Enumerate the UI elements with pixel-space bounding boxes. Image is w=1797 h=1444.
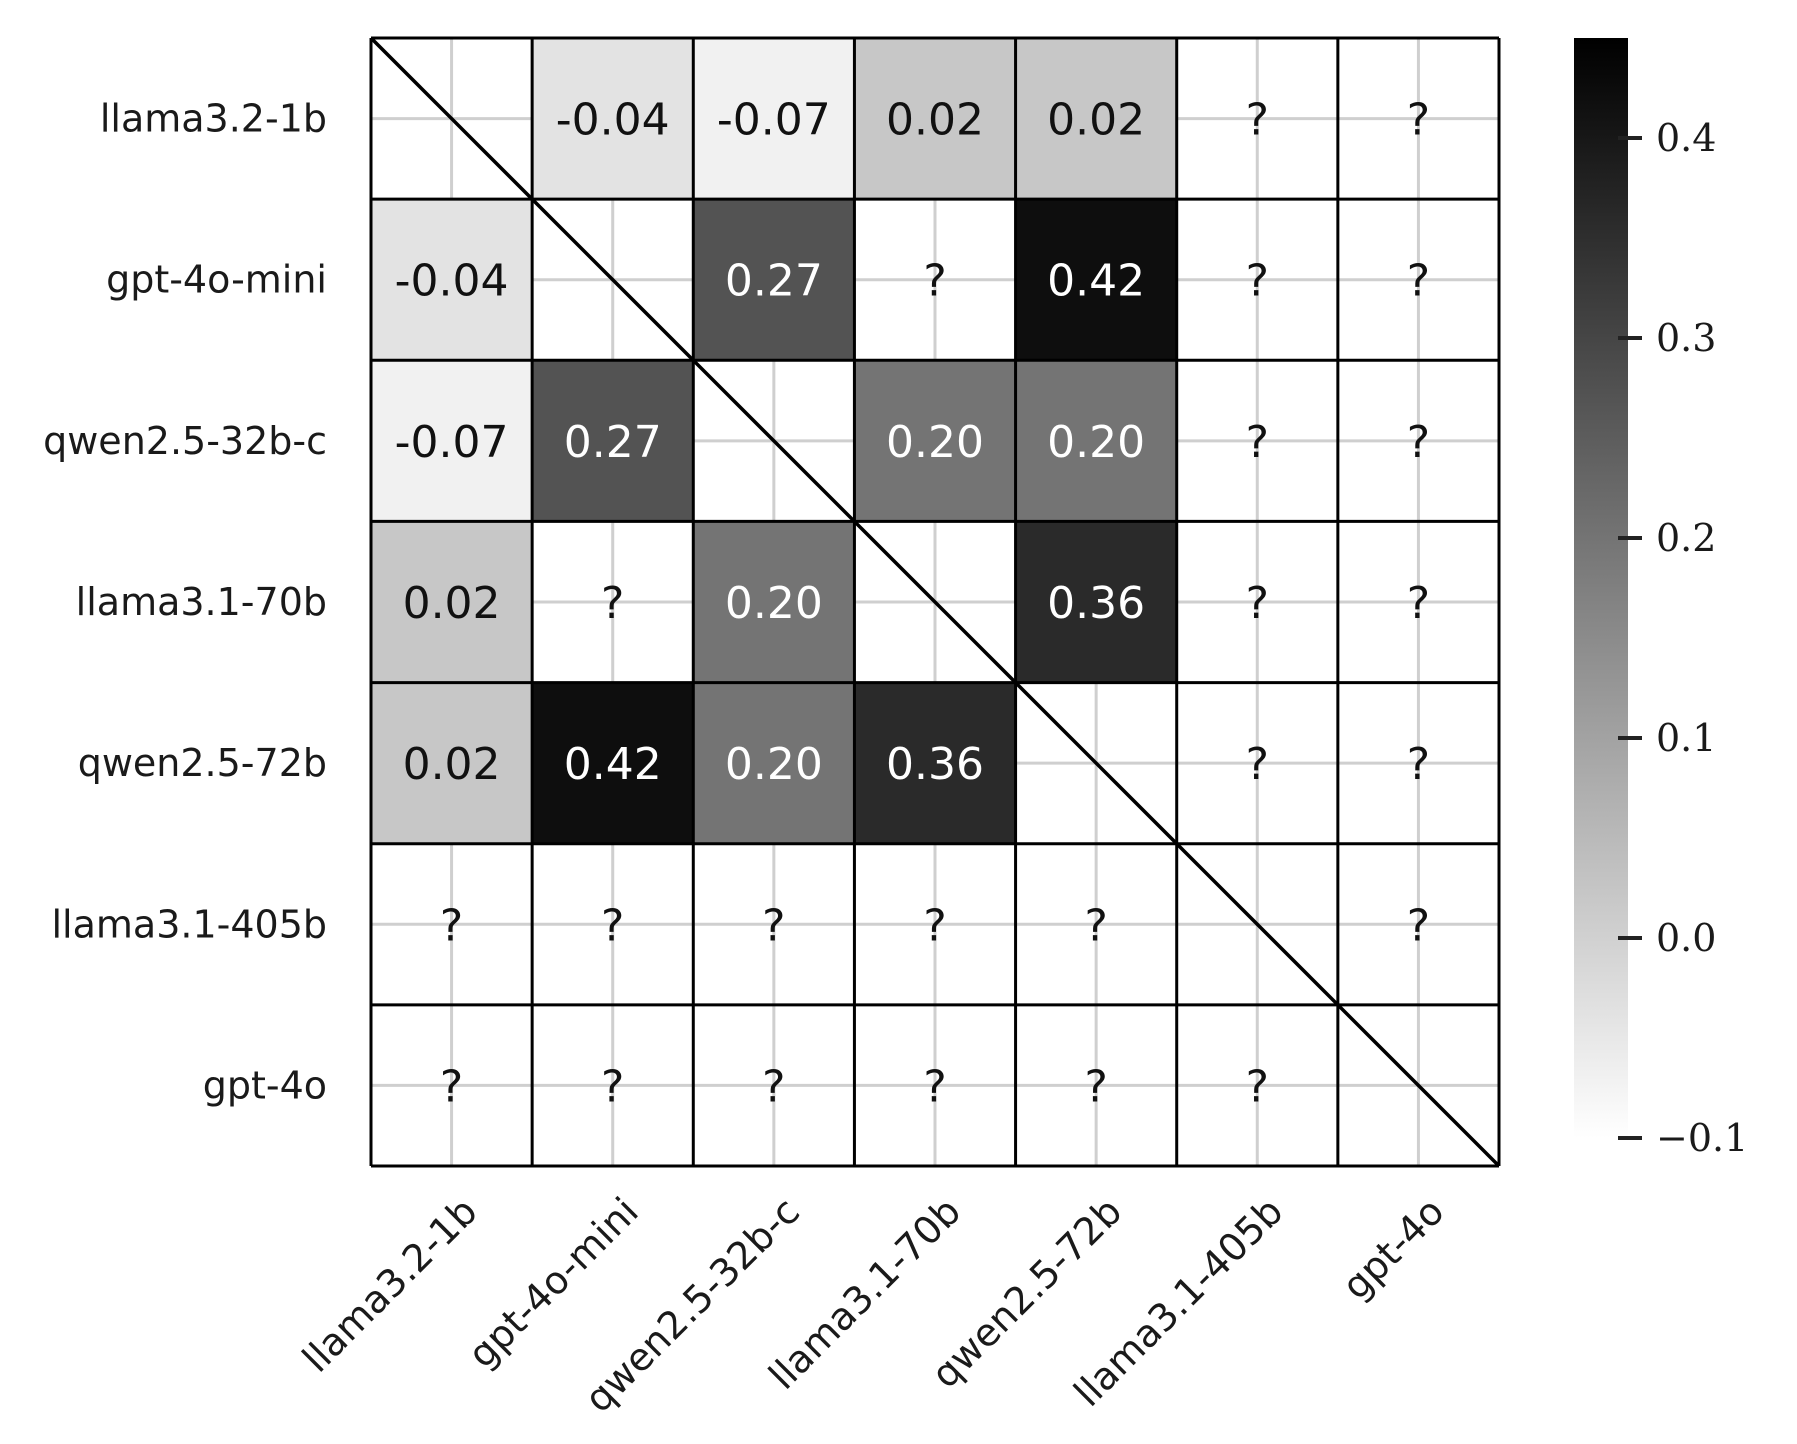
heatmap-cell-fill [371, 199, 533, 361]
cell-value-label: -0.07 [395, 417, 509, 468]
cell-value-label: -0.04 [395, 256, 509, 307]
cell-unknown-label: ? [1407, 900, 1430, 951]
heatmap-cell-fill [854, 360, 1016, 522]
y-tick-label: llama3.1-405b [52, 902, 328, 946]
colorbar-gradient [1574, 38, 1628, 1138]
x-tick-label: llama3.2-1b [294, 1189, 486, 1381]
cell-unknown-label: ? [1084, 900, 1107, 951]
colorbar-tick-label: 0.0 [1656, 916, 1716, 960]
cell-value-label: 0.02 [886, 95, 984, 146]
cell-value-label: 0.36 [1047, 578, 1145, 629]
heatmap-cell-fill [1015, 38, 1177, 200]
cell-value-label: 0.42 [564, 739, 662, 790]
y-axis-tick-labels: llama3.2-1b gpt-4o-mini qwen2.5-32b-c llama… [43, 97, 327, 1108]
background-gridlines [371, 38, 1499, 1166]
colorbar: −0.1 0.0 0.1 0.2 0.3 0.4 [1574, 38, 1748, 1160]
cell-unknown-label: ? [1407, 95, 1430, 146]
cell-value-label: -0.07 [717, 95, 831, 146]
cell-unknown-label: ? [1246, 1061, 1269, 1112]
cell-value-label: 0.27 [725, 256, 823, 307]
heatmap-cell-fill [371, 521, 533, 683]
cell-unknown-label: ? [1084, 1061, 1107, 1112]
cell-value-label: 0.36 [886, 739, 984, 790]
cell-unknown-label: ? [1407, 256, 1430, 307]
cell-unknown-label: ? [1407, 739, 1430, 790]
cell-unknown-label: ? [1246, 739, 1269, 790]
heatmap-cell-fill [532, 360, 694, 522]
y-tick-label: gpt-4o-mini [106, 258, 327, 302]
cell-unknown-label: ? [923, 1061, 946, 1112]
cell-unknown-label: ? [601, 900, 624, 951]
colorbar-tick-label: 0.2 [1656, 516, 1716, 560]
heatmap-cell-fill [693, 199, 855, 361]
cell-unknown-label: ? [440, 1061, 463, 1112]
heatmap-cell-fill [1015, 521, 1177, 683]
cell-value-label: -0.04 [556, 95, 670, 146]
heatmap-cell-fill [371, 682, 533, 844]
cell-value-labels: -0.04 -0.07 0.02 0.02? ? -0.04 0.27? 0.42? ? -0.0… [395, 95, 1430, 1113]
cell-unknown-label: ? [1246, 417, 1269, 468]
cell-value-label: 0.27 [564, 417, 662, 468]
diagonal-slash [369, 36, 1501, 1168]
cell-unknown-label: ? [601, 578, 624, 629]
cell-unknown-label: ? [1246, 256, 1269, 307]
heatmap-cell-fill [854, 38, 1016, 200]
cell-unknown-label: ? [923, 256, 946, 307]
cell-unknown-label: ? [1246, 578, 1269, 629]
y-tick-label: llama3.2-1b [100, 97, 327, 141]
cell-value-label: 0.20 [886, 417, 984, 468]
heatmap-cell-fill [1015, 360, 1177, 522]
heatmap-cell-fill [532, 682, 694, 844]
cell-unknown-label: ? [1246, 95, 1269, 146]
y-tick-label: gpt-4o [203, 1063, 327, 1107]
cell-unknown-label: ? [762, 900, 785, 951]
cell-unknown-label: ? [1407, 417, 1430, 468]
colorbar-tick-label: 0.3 [1656, 316, 1716, 360]
cell-borders [369, 36, 1501, 1168]
heatmap-cell-fill [1015, 199, 1177, 361]
x-axis-tick-labels: llama3.2-1bgpt-4o-miniqwen2.5-32b-cllama… [294, 1189, 1453, 1421]
heatmap-cell-fill [532, 38, 694, 200]
heatmap-cell-fill [693, 682, 855, 844]
cell-unknown-label: ? [762, 1061, 785, 1112]
cell-value-label: 0.02 [403, 578, 501, 629]
cell-unknown-label: ? [440, 900, 463, 951]
y-tick-label: qwen2.5-72b [78, 741, 327, 785]
cell-value-label: 0.02 [403, 739, 501, 790]
heatmap-cell-fill [854, 682, 1016, 844]
cell-value-label: 0.20 [725, 739, 823, 790]
cell-value-label: 0.02 [1047, 95, 1145, 146]
y-tick-label: llama3.1-70b [76, 580, 327, 624]
heatmap-cell-fill [693, 521, 855, 683]
colorbar-tick-label: 0.4 [1656, 116, 1716, 160]
cell-value-label: 0.42 [1047, 256, 1145, 307]
cell-value-label: 0.20 [725, 578, 823, 629]
diagonal-line [369, 36, 1501, 1168]
colorbar-tick-label: 0.1 [1656, 716, 1716, 760]
cell-unknown-label: ? [1407, 578, 1430, 629]
heatmap-cell-fill [371, 360, 533, 522]
cell-unknown-label: ? [923, 900, 946, 951]
heatmap-cell-fill [693, 38, 855, 200]
cell-unknown-label: ? [601, 1061, 624, 1112]
x-tick-label: gpt-4o [1334, 1189, 1453, 1308]
y-tick-label: qwen2.5-32b-c [43, 419, 327, 463]
colorbar-tick-label: −0.1 [1656, 1116, 1748, 1160]
cell-value-label: 0.20 [1047, 417, 1145, 468]
